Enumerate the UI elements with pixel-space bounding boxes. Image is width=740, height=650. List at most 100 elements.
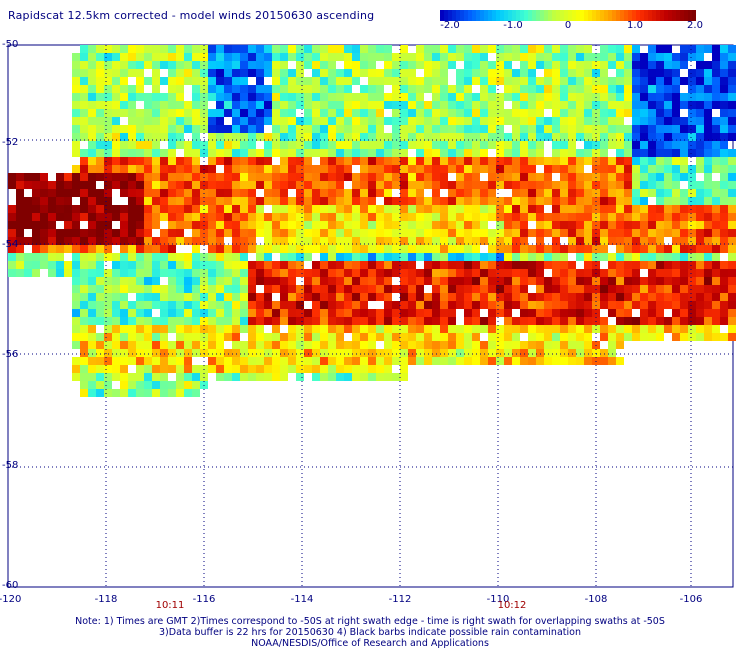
wind-cell	[376, 333, 384, 341]
wind-cell	[672, 93, 680, 101]
wind-cell	[432, 149, 440, 157]
wind-cell	[104, 133, 112, 141]
wind-cell	[32, 269, 40, 277]
wind-cell	[192, 285, 200, 293]
wind-cell	[88, 301, 96, 309]
wind-cell	[464, 333, 472, 341]
wind-cell	[656, 189, 664, 197]
wind-cell	[696, 237, 704, 245]
wind-cell	[584, 125, 592, 133]
wind-cell	[656, 317, 664, 325]
wind-cell	[656, 61, 664, 69]
wind-cell	[568, 261, 576, 269]
wind-cell	[352, 93, 360, 101]
wind-cell	[304, 189, 312, 197]
wind-cell	[568, 349, 576, 357]
wind-cell	[712, 77, 720, 85]
wind-cell	[136, 85, 144, 93]
wind-cell	[376, 205, 384, 213]
wind-cell	[608, 165, 616, 173]
wind-cell	[208, 253, 216, 261]
wind-cell	[728, 309, 736, 317]
wind-cell	[80, 381, 88, 389]
wind-cell	[448, 269, 456, 277]
colorbar-swatch	[480, 10, 485, 21]
wind-cell	[288, 181, 296, 189]
wind-cell	[584, 221, 592, 229]
wind-cell	[224, 149, 232, 157]
wind-cell	[208, 133, 216, 141]
wind-cell	[216, 133, 224, 141]
wind-cell	[696, 181, 704, 189]
wind-cell	[264, 333, 272, 341]
wind-cell	[168, 109, 176, 117]
wind-cell	[432, 117, 440, 125]
wind-cell	[624, 101, 632, 109]
colorbar-label-neg1: -1.0	[503, 20, 523, 31]
wind-cell	[560, 77, 568, 85]
wind-cell	[496, 53, 504, 61]
wind-cell	[336, 341, 344, 349]
wind-cell	[368, 269, 376, 277]
wind-cell	[672, 333, 680, 341]
wind-cell	[704, 181, 712, 189]
wind-cell	[456, 277, 464, 285]
wind-cell	[72, 317, 80, 325]
wind-cell	[432, 245, 440, 253]
wind-cell	[144, 101, 152, 109]
wind-cell	[640, 245, 648, 253]
wind-cell	[536, 101, 544, 109]
wind-cell	[448, 333, 456, 341]
wind-cell	[728, 205, 736, 213]
wind-cell	[480, 205, 488, 213]
wind-cell	[552, 149, 560, 157]
wind-cell	[616, 61, 624, 69]
wind-cell	[144, 221, 152, 229]
wind-cell	[296, 189, 304, 197]
time-label-1011: 10:11	[155, 600, 185, 611]
wind-cell	[240, 325, 248, 333]
wind-cell	[560, 93, 568, 101]
wind-cell	[144, 269, 152, 277]
wind-cell	[152, 69, 160, 77]
wind-cell	[240, 197, 248, 205]
wind-cell	[216, 197, 224, 205]
wind-cell	[136, 197, 144, 205]
wind-cell	[568, 189, 576, 197]
wind-cell	[24, 205, 32, 213]
wind-cell	[480, 93, 488, 101]
wind-cell	[568, 213, 576, 221]
wind-cell	[152, 141, 160, 149]
wind-cell	[368, 245, 376, 253]
wind-cell	[280, 205, 288, 213]
wind-cell	[304, 197, 312, 205]
wind-cell	[328, 45, 336, 53]
wind-cell	[656, 301, 664, 309]
wind-cell	[120, 85, 128, 93]
wind-cell	[80, 77, 88, 85]
wind-cell	[160, 133, 168, 141]
wind-cell	[512, 173, 520, 181]
wind-cell	[240, 157, 248, 165]
wind-cell	[368, 349, 376, 357]
wind-cell	[408, 61, 416, 69]
wind-cell	[368, 325, 376, 333]
wind-cell	[256, 349, 264, 357]
wind-cell	[536, 309, 544, 317]
wind-cell	[656, 253, 664, 261]
wind-cell	[464, 205, 472, 213]
wind-cell	[152, 357, 160, 365]
colorbar-swatch	[460, 10, 465, 21]
wind-cell	[392, 373, 400, 381]
wind-cell	[392, 53, 400, 61]
wind-cell	[488, 85, 496, 93]
wind-cell	[368, 189, 376, 197]
wind-cell	[488, 125, 496, 133]
wind-cell	[320, 69, 328, 77]
wind-cell	[464, 341, 472, 349]
wind-cell	[528, 261, 536, 269]
wind-cell	[624, 165, 632, 173]
wind-cell	[568, 357, 576, 365]
wind-cell	[176, 293, 184, 301]
wind-cell	[664, 221, 672, 229]
